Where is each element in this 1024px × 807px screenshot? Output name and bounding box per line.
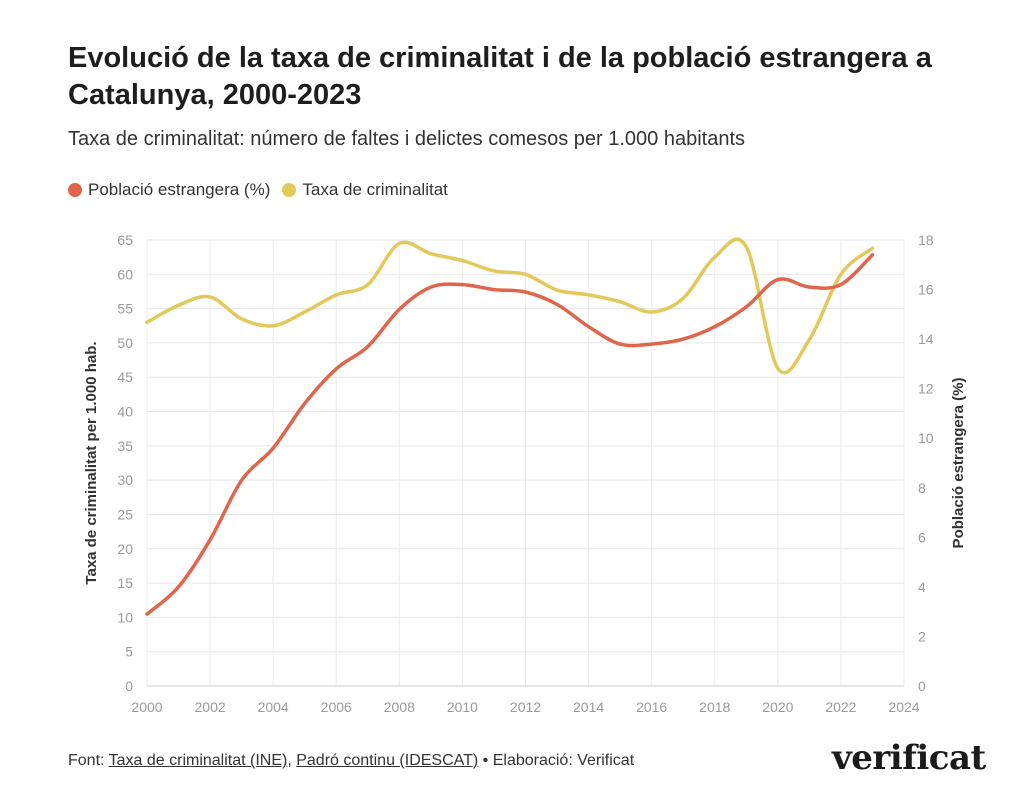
x-tick-label: 2006 [321,699,352,715]
y-left-tick-label: 45 [117,369,133,385]
footer-prefix: Font: [68,752,109,769]
series-line-taxa-criminalitat [145,237,875,375]
footer-suffix: • Elaboració: Verificat [478,752,635,769]
y-left-tick-label: 15 [117,575,133,591]
legend-label-criminalitat: Taxa de criminalitat [302,180,448,199]
y-left-tick-label: 20 [117,541,133,557]
legend: Població estrangera (%) Taxa de criminal… [68,180,460,200]
x-tick-label: 2010 [447,699,478,715]
y-left-tick-label: 30 [117,472,133,488]
y-left-tick-label: 35 [117,438,133,454]
chart-subtitle: Taxa de criminalitat: número de faltes i… [68,128,746,150]
y-right-tick-label: 10 [918,430,934,446]
x-tick-label: 2016 [636,699,667,715]
y-left-tick-label: 10 [117,609,133,625]
y-left-tick-label: 5 [125,644,133,660]
legend-swatch-poblacio [68,183,82,197]
y-left-tick-label: 25 [117,506,133,522]
footer-separator: , [287,752,297,769]
y-left-tick-label: 40 [117,404,133,420]
legend-item-poblacio[interactable]: Població estrangera (%) [68,180,270,200]
y-right-tick-label: 0 [918,678,926,694]
y-left-tick-label: 60 [117,266,133,282]
source-link-idescat[interactable]: Padró continu (IDESCAT) [296,752,479,769]
y-left-tick-label: 65 [117,232,133,248]
series-line-poblacio-estrangera [145,253,875,616]
y-left-tick-label: 0 [125,678,133,694]
y-right-tick-label: 8 [918,480,926,496]
y-right-tick-label: 18 [918,232,934,248]
x-tick-label: 2024 [888,699,919,715]
x-tick-label: 2004 [258,699,289,715]
x-tick-label: 2020 [762,699,793,715]
y-right-tick-label: 4 [918,579,926,595]
legend-label-poblacio: Població estrangera (%) [88,180,271,199]
x-tick-label: 2014 [573,699,604,715]
y-left-tick-label: 55 [117,301,133,317]
legend-item-criminalitat[interactable]: Taxa de criminalitat [282,180,448,200]
y-right-tick-label: 16 [918,282,934,298]
y-right-tick-label: 6 [918,529,926,545]
source-footer: Font: Taxa de criminalitat (INE), Padró … [68,752,634,770]
x-tick-label: 2012 [510,699,541,715]
chart-title: Evolució de la taxa de criminalitat i de… [68,42,932,111]
y-right-axis-title: Població estrangera (%) [950,378,967,549]
legend-swatch-criminalitat [282,183,297,197]
y-left-tick-label: 50 [117,335,133,351]
y-right-tick-label: 12 [918,381,934,397]
x-tick-label: 2000 [131,699,162,715]
x-tick-label: 2002 [195,699,226,715]
y-right-tick-label: 2 [918,628,926,644]
x-tick-label: 2022 [825,699,856,715]
x-tick-label: 2008 [384,699,415,715]
x-tick-label: 2018 [699,699,730,715]
verificat-logo: verificat [832,738,986,778]
y-left-axis-title: Taxa de criminalitat per 1.000 hab. [83,341,100,584]
y-right-tick-label: 14 [918,331,934,347]
source-link-ine[interactable]: Taxa de criminalitat (INE) [108,752,288,769]
